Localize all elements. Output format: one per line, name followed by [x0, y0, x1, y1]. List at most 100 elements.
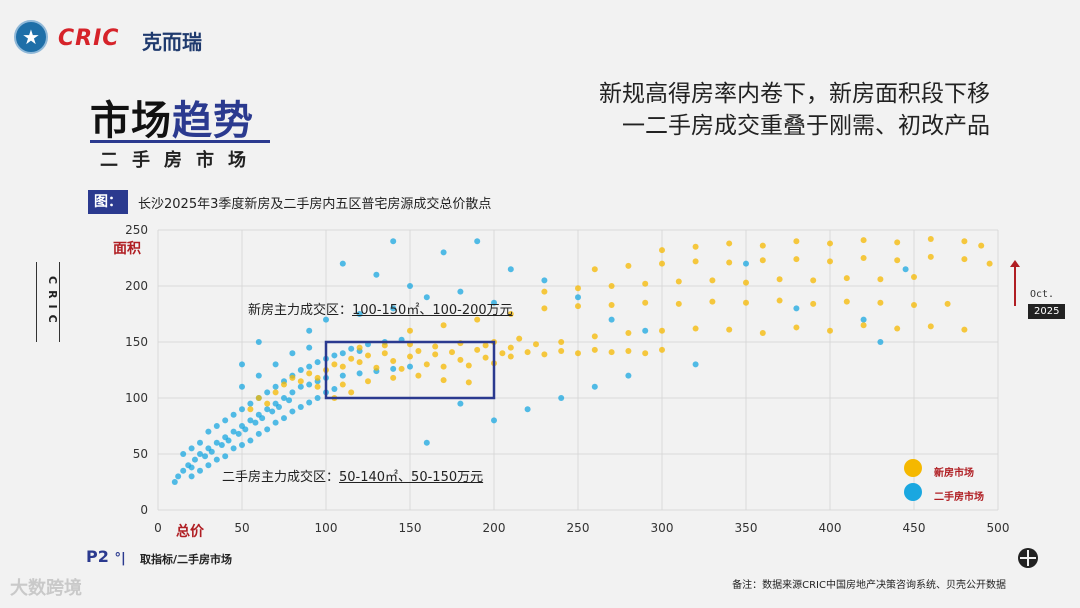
- new-market-point: [759, 242, 766, 249]
- new-market-point: [314, 374, 321, 381]
- second-market-point: [339, 372, 346, 379]
- brand-logo-en: CRIC: [58, 26, 120, 51]
- second-market-point: [877, 339, 884, 345]
- second-market-point: [373, 271, 380, 278]
- second-market-point: [323, 316, 329, 323]
- page-number: P2 °|: [86, 547, 126, 566]
- second-market-point: [281, 395, 287, 401]
- new-market-point: [860, 322, 867, 329]
- second-market-point: [575, 294, 581, 301]
- new-market-point: [877, 276, 884, 283]
- new-market-point: [961, 238, 968, 245]
- second-market-point: [507, 266, 514, 273]
- second-market-point: [264, 426, 271, 433]
- new-market-point: [381, 342, 388, 349]
- second-market-point: [171, 479, 178, 485]
- new-market-point: [843, 298, 850, 305]
- new-market-point: [961, 256, 968, 263]
- y-tick-label: 150: [125, 335, 148, 349]
- new-market-point: [911, 274, 917, 281]
- new-market-point: [482, 342, 489, 349]
- second-market-point: [423, 439, 430, 446]
- page-number-text: P2: [86, 547, 109, 566]
- new-market-point: [793, 324, 800, 331]
- legend-new-label: 新房市场: [934, 468, 974, 479]
- x-tick-label: 0: [154, 521, 162, 535]
- second-market-point: [692, 361, 699, 368]
- new-market-point: [348, 389, 355, 396]
- second-market-point: [289, 408, 296, 415]
- y-tick-label: 250: [125, 223, 148, 237]
- new-market-point: [927, 323, 934, 330]
- second-market-point: [272, 361, 279, 368]
- new-market-point: [474, 316, 481, 323]
- second-market-point: [541, 277, 548, 284]
- new-market-point: [432, 351, 439, 358]
- new-market-point: [297, 378, 304, 385]
- second-market-point: [255, 372, 262, 379]
- new-market-point: [348, 355, 355, 362]
- new-market-point: [507, 344, 514, 351]
- x-tick-label: 500: [987, 521, 1010, 535]
- new-market-point: [860, 255, 867, 261]
- new-market-point: [894, 257, 901, 264]
- second-market-point: [180, 451, 187, 457]
- second-market-point: [213, 439, 220, 446]
- new-market-point: [827, 327, 833, 334]
- new-market-point: [642, 299, 649, 306]
- headline: 新规高得房率内卷下，新房面积段下移 一二手房成交重叠于刚需、初改产品: [599, 78, 990, 142]
- second-market-point: [197, 439, 203, 446]
- compass-icon: [1018, 548, 1038, 568]
- second-market-point: [208, 448, 215, 455]
- second-market-point: [213, 456, 220, 463]
- new-market-point: [440, 322, 447, 329]
- second-market-point: [297, 367, 304, 373]
- second-market-point: [297, 403, 304, 410]
- new-market-point: [659, 327, 665, 334]
- legend-second-dot: [904, 483, 922, 501]
- new-market-point: [759, 330, 766, 337]
- new-market-point: [659, 247, 665, 254]
- second-market-point: [255, 339, 262, 345]
- second-market-point: [188, 445, 195, 452]
- new-market-point: [331, 361, 338, 368]
- second-market-point: [306, 327, 313, 334]
- watermark: 大数跨境: [10, 578, 82, 599]
- new-market-point: [827, 258, 833, 265]
- new-market-point: [449, 349, 455, 356]
- new-market-point: [608, 283, 615, 289]
- new-market-point: [860, 237, 867, 244]
- new-market-point: [608, 302, 615, 309]
- second-market-point: [205, 428, 212, 435]
- new-market-point: [843, 275, 850, 282]
- second-market-point: [457, 400, 464, 407]
- new-market-point: [255, 395, 262, 401]
- new-market-point: [810, 277, 817, 284]
- second-market-point: [289, 350, 296, 357]
- second-market-point: [272, 383, 279, 390]
- legend-new-dot: [904, 459, 922, 477]
- second-market-point: [197, 451, 203, 457]
- side-cric-mark: CRIC: [36, 262, 60, 342]
- new-market-point: [281, 381, 287, 388]
- new-market-point: [692, 325, 699, 332]
- second-market-point: [348, 345, 355, 352]
- new-market-point: [608, 349, 615, 356]
- new-market-point: [591, 333, 598, 340]
- second-market-point: [306, 381, 313, 388]
- new-market-point: [381, 350, 388, 357]
- second-market-point: [306, 344, 313, 351]
- second-market-point: [339, 260, 346, 267]
- second-market-point: [297, 383, 304, 390]
- new-market-point: [642, 350, 649, 357]
- y-tick-label: 50: [133, 447, 148, 461]
- oct-label: Oct.: [1030, 289, 1055, 300]
- second-market-point: [281, 415, 287, 422]
- y-tick-label: 0: [140, 503, 148, 517]
- second-market-point: [235, 430, 242, 437]
- y-axis-label: 面积: [113, 241, 141, 257]
- second-market-point: [191, 456, 198, 463]
- new-market-point: [365, 378, 371, 385]
- second-market-point: [225, 437, 232, 444]
